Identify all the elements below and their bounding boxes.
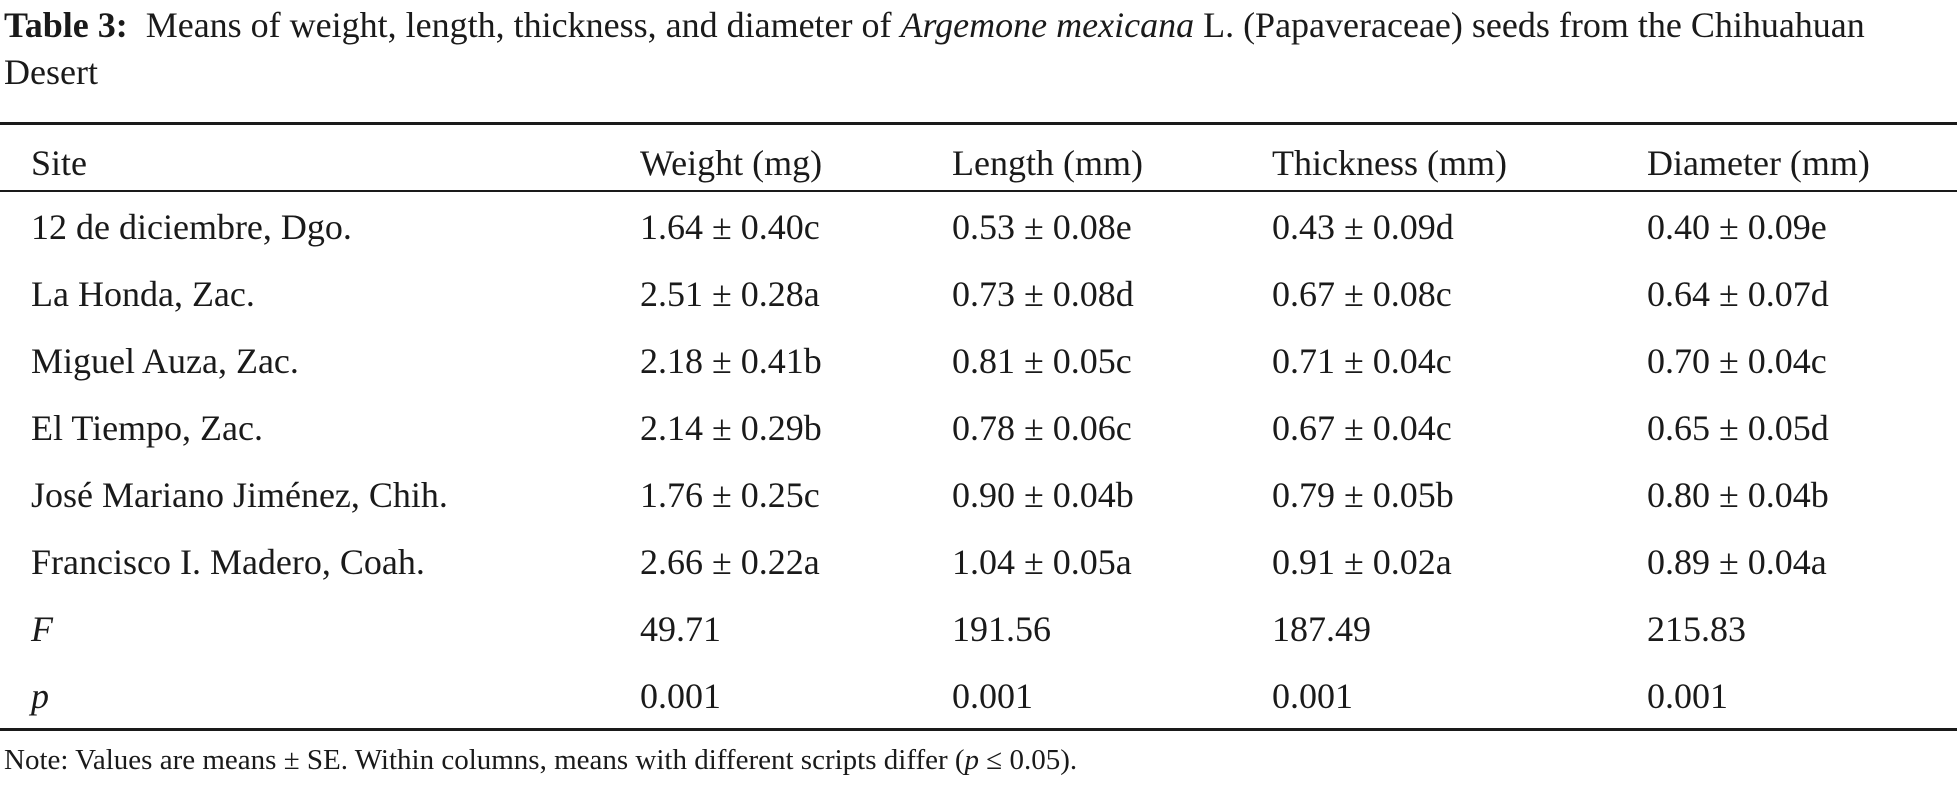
weight-cell: 0.001 [640,675,721,716]
diameter-cell: 0.64 ± 0.07d [1647,273,1829,314]
site-cell: La Honda, Zac. [31,273,255,314]
thickness-cell: 0.67 ± 0.04c [1272,407,1452,448]
column-header-diameter: Diameter (mm) [1647,143,1870,183]
thickness-cell: 0.001 [1272,675,1353,716]
length-cell: 0.81 ± 0.05c [952,340,1132,381]
table-bottom-rule [0,728,1957,731]
weight-cell: 49.71 [640,608,721,649]
column-header-length: Length (mm) [952,143,1143,183]
column-header-thickness: Thickness (mm) [1272,143,1507,183]
note-text-after: ≤ 0.05). [979,744,1078,776]
note-italic-p: p [964,744,980,776]
thickness-cell: 0.79 ± 0.05b [1272,474,1454,515]
diameter-cell: 0.80 ± 0.04b [1647,474,1829,515]
diameter-cell: 0.89 ± 0.04a [1647,541,1827,582]
table-row: 12 de diciembre, Dgo. 1.64 ± 0.40c 0.53 … [0,193,1957,260]
weight-cell: 1.64 ± 0.40c [640,206,820,247]
table-row: Francisco I. Madero, Coah. 2.66 ± 0.22a … [0,528,1957,595]
site-cell: Francisco I. Madero, Coah. [31,541,425,582]
table-row-f-statistic: F 49.71 191.56 187.49 215.83 [0,595,1957,662]
table-note: Note: Values are means ± SE. Within colu… [4,742,1077,778]
length-cell: 1.04 ± 0.05a [952,541,1132,582]
table-top-rule [0,122,1957,125]
site-cell: El Tiempo, Zac. [31,407,263,448]
table-row: José Mariano Jiménez, Chih. 1.76 ± 0.25c… [0,461,1957,528]
site-cell: 12 de diciembre, Dgo. [31,206,352,247]
weight-cell: 2.66 ± 0.22a [640,541,820,582]
length-cell: 0.001 [952,675,1033,716]
thickness-cell: 187.49 [1272,608,1371,649]
site-cell: Miguel Auza, Zac. [31,340,299,381]
table-row-p-value: p 0.001 0.001 0.001 0.001 [0,662,1957,729]
caption-text-before: Means of weight, length, thickness, and … [145,5,892,45]
caption-species: Argemone mexicana [900,5,1195,45]
thickness-cell: 0.43 ± 0.09d [1272,206,1454,247]
diameter-cell: 0.001 [1647,675,1728,716]
caption-label: Table 3: [4,5,128,45]
weight-cell: 2.51 ± 0.28a [640,273,820,314]
length-cell: 0.53 ± 0.08e [952,206,1132,247]
table-header-rule [0,190,1957,192]
table-row: El Tiempo, Zac. 2.14 ± 0.29b 0.78 ± 0.06… [0,394,1957,461]
thickness-cell: 0.71 ± 0.04c [1272,340,1452,381]
table-header-row: Site Weight (mg) Length (mm) Thickness (… [0,133,1957,193]
seed-measurements-table: Site Weight (mg) Length (mm) Thickness (… [0,133,1957,729]
table-caption: Table 3: Means of weight, length, thickn… [4,2,1954,96]
length-cell: 0.90 ± 0.04b [952,474,1134,515]
f-statistic-label: F [31,608,53,649]
caption-text-after: L. (Papaveraceae) seeds from the Chihuah… [4,5,1865,92]
thickness-cell: 0.67 ± 0.08c [1272,273,1452,314]
column-header-weight: Weight (mg) [640,143,823,183]
diameter-cell: 0.40 ± 0.09e [1647,206,1827,247]
diameter-cell: 215.83 [1647,608,1746,649]
site-cell: José Mariano Jiménez, Chih. [31,474,448,515]
length-cell: 0.73 ± 0.08d [952,273,1134,314]
column-header-site: Site [31,143,88,183]
weight-cell: 1.76 ± 0.25c [640,474,820,515]
diameter-cell: 0.65 ± 0.05d [1647,407,1829,448]
p-value-label: p [31,675,49,716]
length-cell: 0.78 ± 0.06c [952,407,1132,448]
table-row: Miguel Auza, Zac. 2.18 ± 0.41b 0.81 ± 0.… [0,327,1957,394]
note-text-before: Note: Values are means ± SE. Within colu… [4,744,965,776]
length-cell: 191.56 [952,608,1051,649]
weight-cell: 2.18 ± 0.41b [640,340,822,381]
weight-cell: 2.14 ± 0.29b [640,407,822,448]
table-row: La Honda, Zac. 2.51 ± 0.28a 0.73 ± 0.08d… [0,260,1957,327]
thickness-cell: 0.91 ± 0.02a [1272,541,1452,582]
diameter-cell: 0.70 ± 0.04c [1647,340,1827,381]
